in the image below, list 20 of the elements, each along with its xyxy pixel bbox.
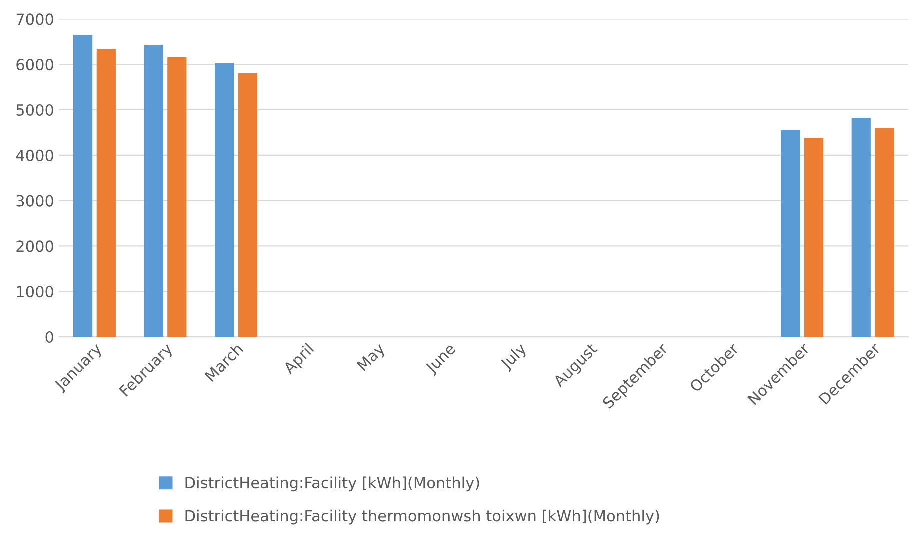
y-tick-label: 6000 <box>16 59 54 71</box>
bar <box>215 63 234 338</box>
bar <box>804 138 824 338</box>
legend-label: DistrictHeating:Facility [kWh](Monthly) <box>186 476 480 492</box>
y-tick-label: 3000 <box>16 195 54 207</box>
y-tick-label: 5000 <box>16 104 54 116</box>
bar <box>144 45 164 338</box>
bar <box>238 73 258 338</box>
y-tick-label: 7000 <box>16 14 54 26</box>
y-tick-label: 1000 <box>17 286 54 298</box>
bar <box>168 57 187 338</box>
bar <box>73 35 93 338</box>
bar <box>852 118 871 338</box>
y-tick-label: 4000 <box>16 150 54 162</box>
bar <box>96 49 116 338</box>
bar <box>781 130 800 338</box>
legend-label: DistrictHeating:Facility thermomonwsh toixwn [kWh](Monthly) <box>186 510 660 525</box>
y-tick-label: 0 <box>46 331 54 344</box>
bar <box>875 128 894 338</box>
y-tick-label: 2000 <box>16 240 54 252</box>
